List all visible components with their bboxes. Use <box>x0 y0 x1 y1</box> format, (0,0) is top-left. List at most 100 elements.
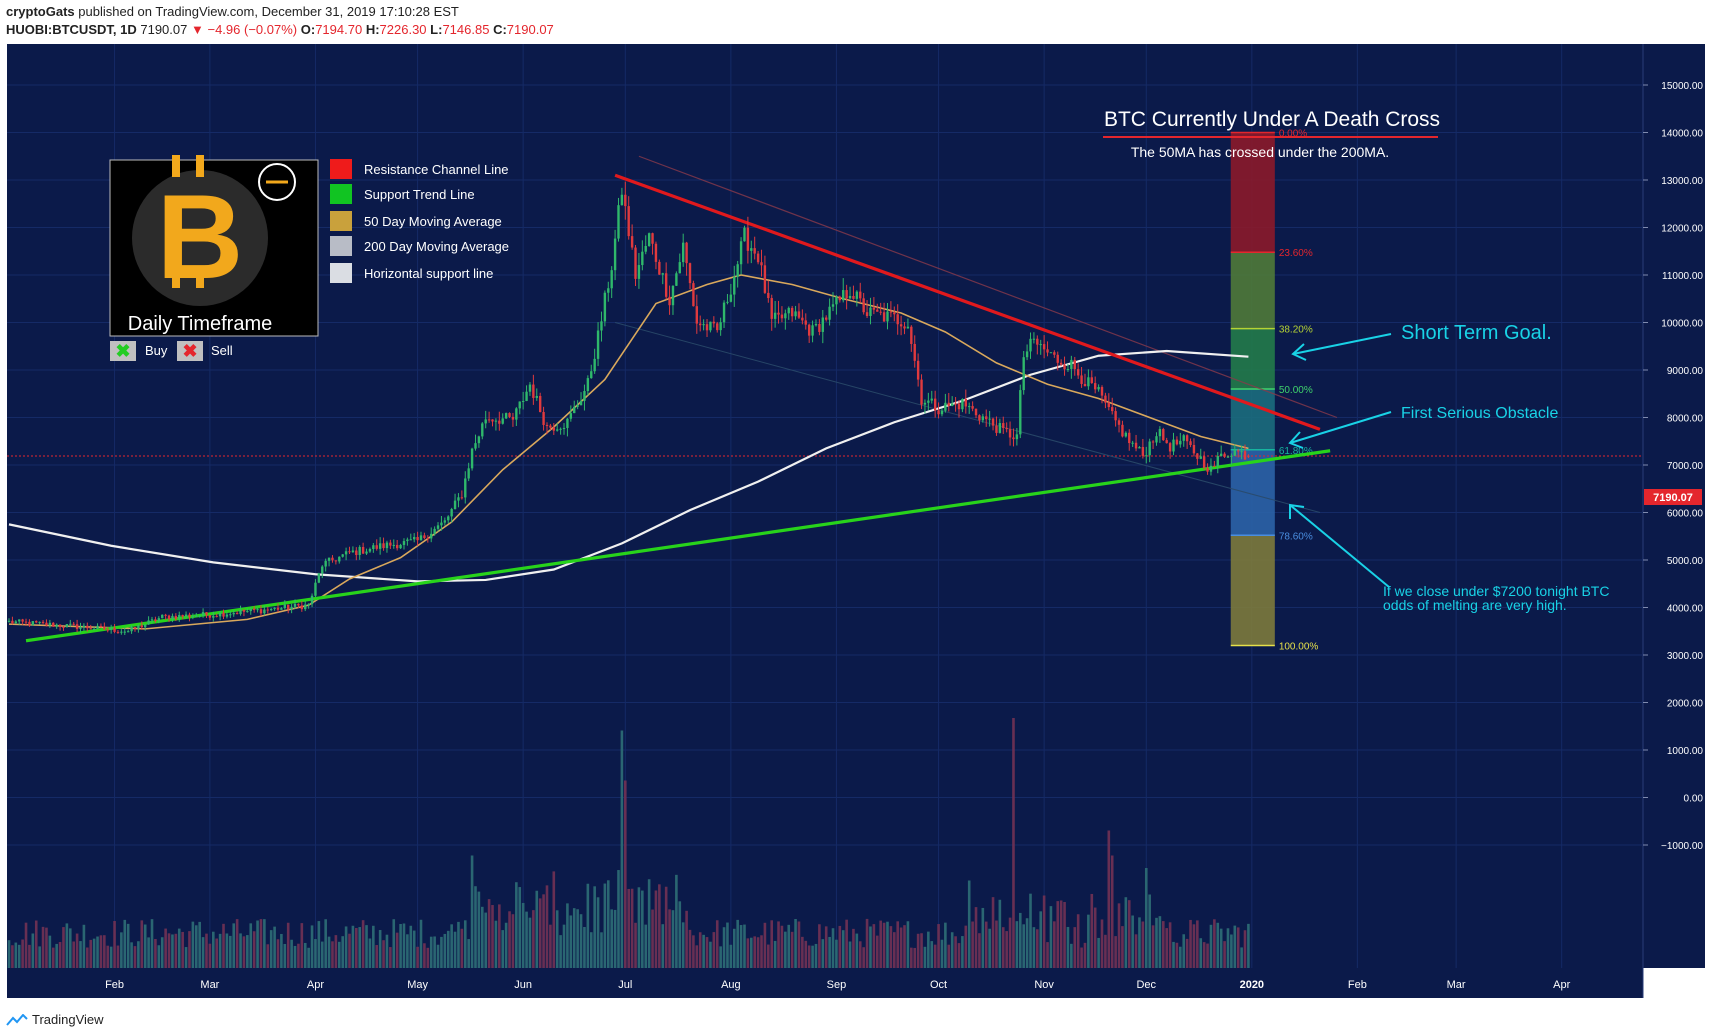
ma50-line[interactable] <box>8 274 1249 630</box>
candle-body[interactable] <box>920 379 923 405</box>
candle-body[interactable] <box>756 253 760 263</box>
candle-body[interactable] <box>171 615 174 620</box>
candle-body[interactable] <box>668 296 671 306</box>
candle-body[interactable] <box>1240 451 1243 453</box>
candle-body[interactable] <box>1114 411 1117 421</box>
candle-body[interactable] <box>450 509 453 517</box>
candle-body[interactable] <box>494 420 498 422</box>
candle-body[interactable] <box>178 614 181 619</box>
candle-body[interactable] <box>1223 453 1226 457</box>
candle-body[interactable] <box>310 595 314 605</box>
candle-body[interactable] <box>746 227 750 251</box>
candle-body[interactable] <box>181 614 184 617</box>
candle-body[interactable] <box>647 233 651 247</box>
candle-body[interactable] <box>1128 432 1131 444</box>
candle-body[interactable] <box>1247 455 1250 457</box>
candle-body[interactable] <box>1036 338 1039 345</box>
candle-body[interactable] <box>961 398 964 410</box>
candle-body[interactable] <box>1172 439 1175 452</box>
candle-body[interactable] <box>460 497 464 499</box>
candle-body[interactable] <box>716 323 719 331</box>
candle-body[interactable] <box>630 236 634 248</box>
candle-body[interactable] <box>317 573 321 583</box>
candle-body[interactable] <box>583 390 586 401</box>
candle-body[interactable] <box>719 322 722 331</box>
candle-body[interactable] <box>504 413 508 419</box>
candle-body[interactable] <box>1104 395 1107 403</box>
candle-body[interactable] <box>1070 359 1073 369</box>
candle-body[interactable] <box>378 543 382 549</box>
candle-body[interactable] <box>1226 456 1230 458</box>
candle-body[interactable] <box>154 619 157 622</box>
candle-body[interactable] <box>1008 429 1012 438</box>
candle-body[interactable] <box>1022 357 1025 391</box>
candle-body[interactable] <box>767 292 770 299</box>
candle-body[interactable] <box>1134 442 1138 449</box>
candle-body[interactable] <box>1216 455 1219 467</box>
candle-body[interactable] <box>828 306 831 320</box>
candle-body[interactable] <box>933 398 937 411</box>
candle-body[interactable] <box>940 410 944 415</box>
candle-body[interactable] <box>801 317 804 321</box>
candle-body[interactable] <box>1206 467 1209 472</box>
candle-body[interactable] <box>852 295 855 299</box>
candle-body[interactable] <box>1039 344 1042 346</box>
candle-body[interactable] <box>1230 455 1233 457</box>
candle-body[interactable] <box>109 627 113 630</box>
candle-body[interactable] <box>688 263 692 284</box>
resistance-channel-upper[interactable] <box>638 155 1338 419</box>
candle-body[interactable] <box>239 609 242 615</box>
candle-body[interactable] <box>1179 440 1182 445</box>
candle-body[interactable] <box>436 525 440 529</box>
candle-body[interactable] <box>903 326 906 329</box>
candle-body[interactable] <box>484 419 487 424</box>
candle-body[interactable] <box>392 544 395 546</box>
candle-body[interactable] <box>702 324 705 326</box>
candle-body[interactable] <box>1209 465 1213 472</box>
candle-body[interactable] <box>913 343 916 361</box>
candle-body[interactable] <box>831 304 835 307</box>
candle-body[interactable] <box>593 358 596 372</box>
candle-body[interactable] <box>729 294 733 302</box>
candle-body[interactable] <box>130 627 133 632</box>
candle-body[interactable] <box>1131 442 1134 444</box>
candle-body[interactable] <box>1083 383 1087 387</box>
candle-body[interactable] <box>321 566 324 574</box>
candle-body[interactable] <box>133 627 137 629</box>
candle-body[interactable] <box>491 419 494 422</box>
candle-body[interactable] <box>1025 351 1029 358</box>
candle-body[interactable] <box>52 622 55 627</box>
candle-body[interactable] <box>338 556 341 562</box>
candle-body[interactable] <box>440 522 443 526</box>
candle-body[interactable] <box>1090 377 1093 384</box>
candle-body[interactable] <box>201 612 205 616</box>
candle-body[interactable] <box>637 265 641 279</box>
candle-body[interactable] <box>147 620 150 625</box>
candle-body[interactable] <box>92 628 96 630</box>
candle-body[interactable] <box>968 406 971 408</box>
candle-body[interactable] <box>412 537 416 540</box>
candle-body[interactable] <box>726 301 729 303</box>
support-trend-line[interactable] <box>25 449 1331 643</box>
candle-body[interactable] <box>1046 349 1049 353</box>
candle-body[interactable] <box>174 615 178 619</box>
candle-body[interactable] <box>1117 420 1121 425</box>
candle-body[interactable] <box>624 194 627 207</box>
candle-body[interactable] <box>276 607 280 610</box>
candle-body[interactable] <box>1080 375 1083 384</box>
candle-body[interactable] <box>654 243 658 262</box>
author-name[interactable]: cryptoGats <box>6 4 75 19</box>
candle-body[interactable] <box>89 628 92 630</box>
candles[interactable] <box>7 181 1250 636</box>
candle-body[interactable] <box>69 623 72 625</box>
candle-body[interactable] <box>35 621 38 623</box>
annotations[interactable]: BTC Currently Under A Death Cross The 50… <box>1103 108 1609 613</box>
candle-body[interactable] <box>341 554 344 557</box>
fibonacci-retracement[interactable]: 0.00% 23.60% 38.20% 50.00% 61.80% 78.60% 100.0… <box>7 129 1643 653</box>
symbol-label[interactable]: HUOBI:BTCUSDT, 1D <box>6 22 137 37</box>
candle-body[interactable] <box>1141 447 1145 456</box>
candle-body[interactable] <box>1049 352 1053 354</box>
candle-body[interactable] <box>324 560 327 567</box>
candle-body[interactable] <box>1087 377 1090 387</box>
candle-body[interactable] <box>395 544 399 549</box>
